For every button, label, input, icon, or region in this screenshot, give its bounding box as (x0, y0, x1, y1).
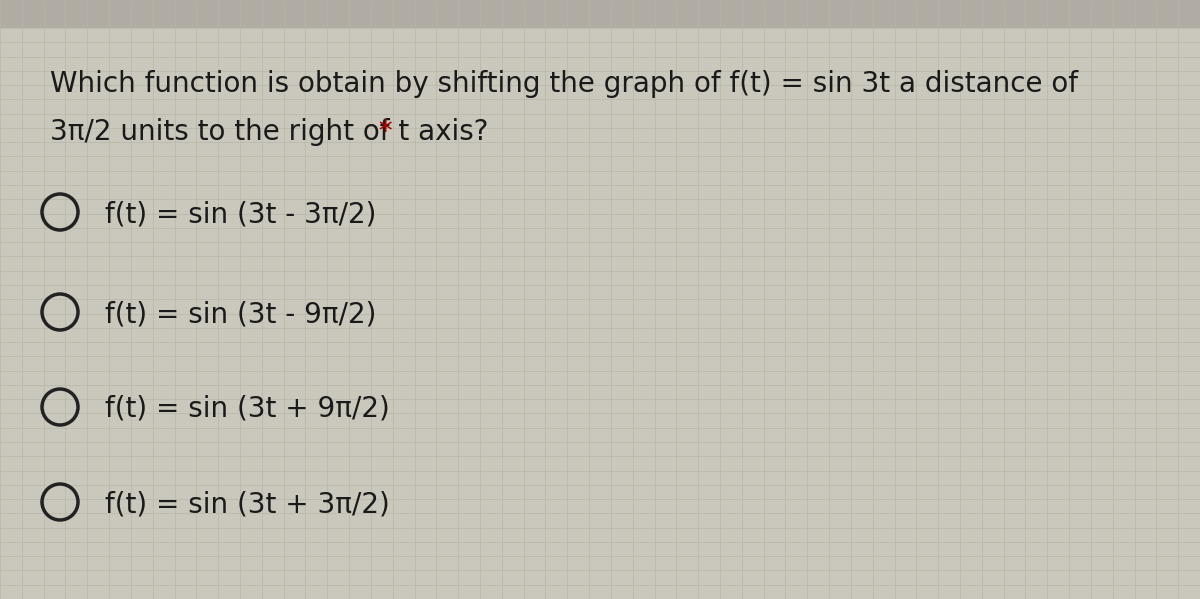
Text: f(t) = sin (3t - 9π/2): f(t) = sin (3t - 9π/2) (106, 300, 377, 328)
Text: 3π/2 units to the right of t axis?: 3π/2 units to the right of t axis? (50, 118, 488, 146)
Text: f(t) = sin (3t + 9π/2): f(t) = sin (3t + 9π/2) (106, 395, 390, 423)
Bar (0, 0, 1200, 28)
Text: *: * (370, 118, 392, 146)
Text: f(t) = sin (3t + 3π/2): f(t) = sin (3t + 3π/2) (106, 490, 390, 518)
Text: f(t) = sin (3t - 3π/2): f(t) = sin (3t - 3π/2) (106, 200, 377, 228)
Text: Which function is obtain by shifting the graph of f(t) = sin 3t a distance of: Which function is obtain by shifting the… (50, 70, 1078, 98)
